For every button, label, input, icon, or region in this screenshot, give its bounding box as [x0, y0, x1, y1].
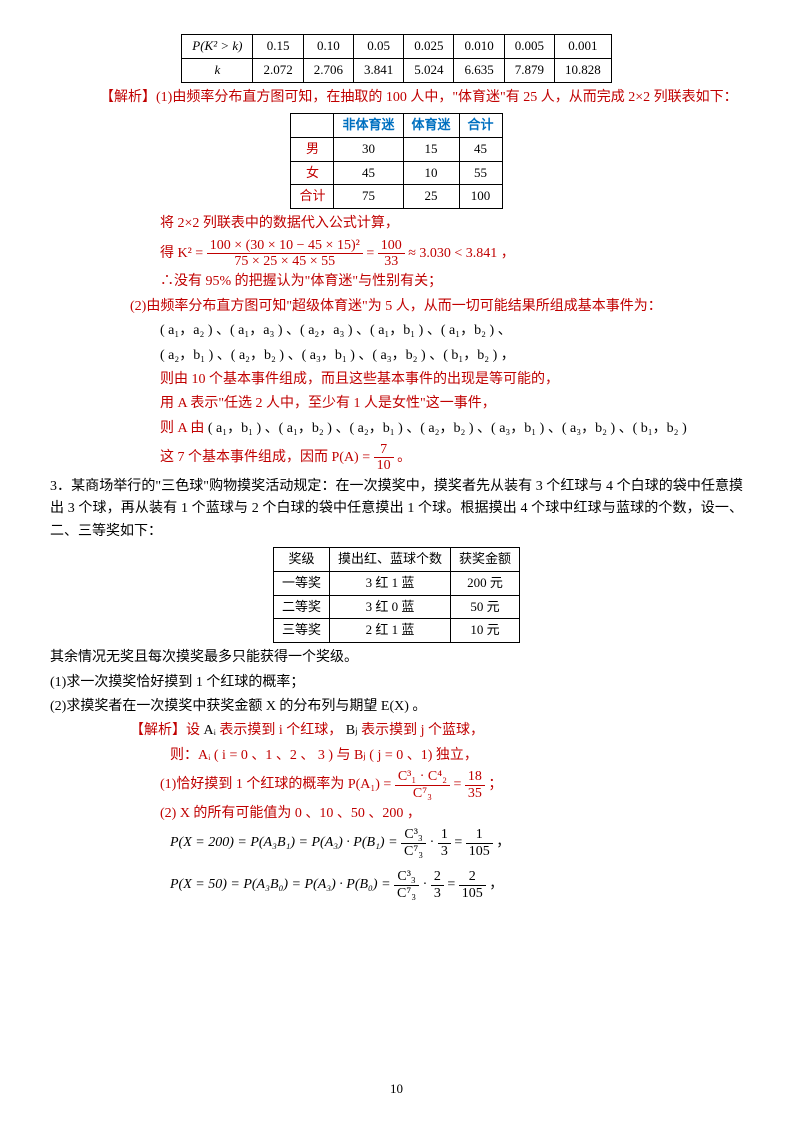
cell: 合计: [291, 185, 334, 209]
cell: 摸出红、蓝球个数: [329, 548, 450, 572]
page-number: 10: [0, 1079, 793, 1100]
cell: 15: [403, 137, 459, 161]
cell: 30: [334, 137, 403, 161]
cell: 100: [459, 185, 502, 209]
cell: 10: [403, 161, 459, 185]
cell: 6.635: [454, 58, 504, 82]
solution-line: 【解析】设 Aᵢ 表示摸到 i 个红球， Bⱼ 表示摸到 j 个蓝球，: [50, 720, 743, 742]
analysis-line: (2)由频率分布直方图可知"超级体育迷"为 5 人，从而一切可能结果所组成基本事…: [50, 296, 743, 318]
solution-px50: P(X = 50) = P(A₃B₀) = P(A₃) · P(B₀) = C³…: [50, 869, 743, 901]
critical-value-table: P(K² > k) 0.15 0.10 0.05 0.025 0.010 0.0…: [181, 34, 611, 83]
cell: 3.841: [353, 58, 403, 82]
events-line: ( a₂，b₁ ) 、( a₂，b₂ ) 、( a₃，b₁ ) 、( a₃，b₂…: [50, 345, 743, 367]
solution-p1: (1)恰好摸到 1 个红球的概率为 P(A₁) = C³₁ · C⁴₂C⁷₃ =…: [50, 769, 743, 801]
analysis-line: 用 A 表示"任选 2 人中，至少有 1 人是女性"这一事件，: [50, 393, 743, 415]
events-line: ( a₁，a₂ ) 、( a₁，a₃ ) 、( a₂，a₃ ) 、( a₁，b₁…: [50, 320, 743, 342]
cell: 0.15: [253, 35, 303, 59]
analysis-intro: 【解析】(1)由频率分布直方图可知，在抽取的 100 人中，"体育迷"有 25 …: [100, 90, 738, 105]
problem-line: 其余情况无奖且每次摸奖最多只能获得一个奖级。: [50, 647, 743, 669]
cell: 体育迷: [403, 113, 459, 137]
cell: 0.025: [404, 35, 454, 59]
k2-formula: 得 K² = 100 × (30 × 10 − 45 × 15)²75 × 25…: [50, 238, 743, 270]
contingency-table: 非体育迷 体育迷 合计 男 30 15 45 女 45 10 55 合计 75 …: [290, 113, 502, 209]
cell: 0.10: [303, 35, 353, 59]
cell: 0.010: [454, 35, 504, 59]
cell: 45: [459, 137, 502, 161]
analysis-line: 这 7 个基本事件组成，因而 P(A) = 710 。: [50, 442, 743, 474]
cell: 2.072: [253, 58, 303, 82]
prize-table: 奖级 摸出红、蓝球个数 获奖金额 一等奖3 红 1 蓝200 元 二等奖3 红 …: [273, 547, 520, 643]
cell: 0.001: [554, 35, 611, 59]
cell: 10.828: [554, 58, 611, 82]
cell: 合计: [459, 113, 502, 137]
solution-line: (2) X 的所有可能值为 0 、10 、50 、200 ，: [50, 803, 743, 825]
cell: 7.879: [504, 58, 554, 82]
cell: 5.024: [404, 58, 454, 82]
problem3-text: 3．某商场举行的"三色球"购物摸奖活动规定：在一次摸奖中，摸奖者先从装有 3 个…: [50, 476, 743, 543]
cell: 女: [291, 161, 334, 185]
solution-line: 则：Aᵢ ( i = 0 、1 、2 、 3 ) 与 Bⱼ ( j = 0 、1…: [50, 745, 743, 767]
solution-px200: P(X = 200) = P(A₃B₁) = P(A₃) · P(B₁) = C…: [50, 827, 743, 859]
cell: k: [182, 58, 253, 82]
cell: 55: [459, 161, 502, 185]
cell: 奖级: [273, 548, 329, 572]
analysis-line: 将 2×2 列联表中的数据代入公式计算，: [50, 213, 743, 235]
problem-line: (1)求一次摸奖恰好摸到 1 个红球的概率；: [50, 672, 743, 694]
analysis-line: ∴没有 95% 的把握认为"体育迷"与性别有关；: [50, 271, 743, 293]
cell: 男: [291, 137, 334, 161]
label: 得 K² =: [160, 246, 203, 261]
cell: 25: [403, 185, 459, 209]
cell: 2.706: [303, 58, 353, 82]
cell: 0.005: [504, 35, 554, 59]
analysis-line: 则由 10 个基本事件组成，而且这些基本事件的出现是等可能的，: [50, 369, 743, 391]
problem-line: (2)求摸奖者在一次摸奖中获奖金额 X 的分布列与期望 E(X) 。: [50, 696, 743, 718]
analysis-line: 则 A 由 ( a₁，b₁ ) 、( a₁，b₂ ) 、( a₂，b₁ ) 、(…: [50, 418, 743, 440]
cell: 75: [334, 185, 403, 209]
cell: 非体育迷: [334, 113, 403, 137]
cell: [291, 113, 334, 137]
cell: 45: [334, 161, 403, 185]
cell: P(K² > k): [182, 35, 253, 59]
cell: 获奖金额: [451, 548, 520, 572]
cell: 0.05: [353, 35, 403, 59]
